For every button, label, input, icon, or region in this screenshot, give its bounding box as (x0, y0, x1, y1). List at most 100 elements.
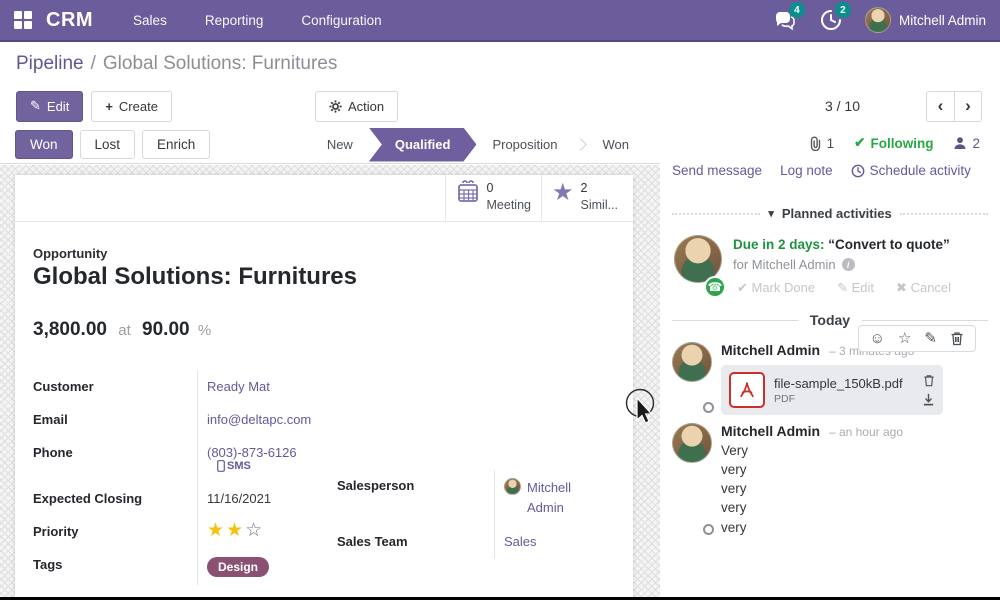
attachment-card[interactable]: file-sample_150kB.pdf PDF (721, 365, 943, 415)
mark-done-button[interactable]: ✔ Mark Done (737, 280, 816, 295)
pdf-file-icon (729, 372, 765, 408)
message-avatar-wrap (672, 342, 714, 415)
planned-activities-header[interactable]: ▾ Planned activities (660, 192, 1000, 225)
action-button[interactable]: Action (315, 90, 399, 122)
enrich-button[interactable]: Enrich (142, 130, 211, 159)
activity-edit-button[interactable]: ✎ Edit (837, 280, 875, 295)
gear-icon (329, 99, 342, 113)
delete-message-icon[interactable] (950, 331, 964, 346)
paperclip-icon (810, 136, 820, 151)
attachment-type: PDF (774, 392, 795, 405)
star-empty-icon[interactable]: ☆ (245, 520, 265, 541)
schedule-activity-button[interactable]: Schedule activity (851, 163, 971, 178)
phone-icon: ☎ (707, 280, 723, 294)
delete-attachment-icon[interactable] (923, 374, 935, 387)
salesperson-value[interactable]: Mitchell Admin (527, 480, 572, 516)
activity-avatar (674, 235, 722, 283)
meetings-count: 0 (486, 181, 494, 195)
app-name[interactable]: CRM (46, 8, 94, 31)
log-note-button[interactable]: Log note (780, 163, 833, 178)
record-sheet: 0 Meeting ★ 2 Simil... Opportunity Globa… (15, 175, 633, 600)
star-filled-icon[interactable]: ★ (226, 520, 246, 541)
message-item: Mitchell Admin – an hour ago Very very v… (660, 415, 1000, 537)
activity-due-line: Due in 2 days: “Convert to quote” (733, 237, 951, 252)
star-filled-icon[interactable]: ★ (207, 520, 227, 541)
activity-cancel-button[interactable]: ✖ Cancel (896, 280, 952, 295)
followers-button[interactable]: 2 (953, 136, 980, 151)
statusbar: Won Lost Enrich New Qualified Propositio… (0, 126, 660, 164)
add-reaction-icon[interactable]: ☺ (869, 330, 885, 347)
phone-label: Phone (33, 445, 73, 460)
probability-value: 90.00 (142, 319, 190, 340)
at-label: at (118, 322, 131, 339)
field-groups: Customer Ready Mat Email info@deltapc.co… (33, 371, 617, 585)
create-button[interactable]: + Create (91, 90, 172, 122)
email-label: Email (33, 412, 68, 427)
caret-down-icon: ▾ (768, 208, 774, 220)
won-button[interactable]: Won (15, 130, 73, 159)
activity-action-links: ✔ Mark Done ✎ Edit ✖ Cancel (733, 280, 951, 296)
activity-avatar-wrap: ☎ (674, 235, 726, 298)
breadcrumb-pipeline-link[interactable]: Pipeline (16, 53, 84, 74)
meetings-stat-button[interactable]: 0 Meeting (444, 175, 541, 221)
message-author[interactable]: Mitchell Admin (721, 423, 821, 439)
message-author[interactable]: Mitchell Admin (721, 342, 821, 358)
priority-stars: ★★☆ (197, 516, 325, 549)
stage-qualified[interactable]: Qualified (369, 128, 477, 162)
amount-value: 3,800.00 (33, 319, 107, 340)
stage-proposition[interactable]: Proposition (492, 137, 558, 152)
percent-sign: % (197, 322, 212, 339)
salesperson-label: Salesperson (337, 478, 415, 493)
today-label: Today (809, 312, 851, 328)
divider-line (672, 319, 798, 321)
menu-sales[interactable]: Sales (133, 12, 167, 28)
message-avatar (672, 423, 712, 463)
edit-message-icon[interactable]: ✎ (924, 330, 937, 347)
meetings-label: Meeting (486, 197, 531, 212)
tag-design[interactable]: Design (207, 557, 270, 577)
message-hover-toolbar: ☺ ☆ ✎ (857, 325, 976, 352)
lost-button[interactable]: Lost (79, 130, 136, 159)
info-icon: i (841, 258, 855, 271)
stage-won[interactable]: Won (602, 137, 630, 152)
call-activity-badge: ☎ (704, 276, 726, 298)
pager-previous-button[interactable]: ‹ (926, 90, 954, 122)
phone-value[interactable]: (803)-873-6126 (207, 445, 297, 460)
star-message-icon[interactable]: ☆ (897, 330, 912, 347)
download-attachment-icon[interactable] (922, 393, 935, 406)
record-type-label: Opportunity (33, 246, 108, 261)
right-field-group: Salesperson Mitchell Admin Sales Team Sa… (337, 470, 637, 560)
menu-configuration[interactable]: Configuration (301, 12, 382, 28)
sales-team-value[interactable]: Sales (504, 534, 537, 550)
priority-label: Priority (33, 524, 79, 539)
expected-revenue: 3,800.00 at 90.00 % (33, 319, 617, 341)
activity-summary: “Convert to quote” (828, 237, 950, 252)
menu-reporting[interactable]: Reporting (204, 12, 264, 28)
main-menu: Sales Reporting Configuration (133, 13, 382, 28)
chat-bubbles-icon (775, 12, 795, 31)
customer-value[interactable]: Ready Mat (207, 379, 270, 394)
messages-badge: 4 (788, 2, 805, 18)
left-field-group: Customer Ready Mat Email info@deltapc.co… (33, 371, 325, 585)
attachments-button[interactable]: 1 (808, 135, 835, 151)
screen-bottom-edge (0, 597, 1000, 600)
attachment-name[interactable]: file-sample_150kB.pdf (774, 375, 903, 391)
apps-grid-icon[interactable] (14, 11, 32, 29)
sms-button[interactable]: SMS (217, 460, 251, 472)
stage-new[interactable]: New (326, 137, 353, 152)
breadcrumb-current: Global Solutions: Furnitures (102, 53, 338, 74)
similar-leads-stat-button[interactable]: ★ 2 Simil... (541, 175, 633, 221)
user-menu[interactable]: Mitchell Admin (864, 7, 986, 33)
edit-button[interactable]: ✎ Edit (16, 90, 84, 122)
divider-line (862, 319, 989, 321)
following-button[interactable]: ✔ Following (854, 135, 934, 151)
pager-next-button[interactable]: › (954, 90, 982, 122)
activities-icon[interactable]: 2 (819, 2, 851, 32)
control-panel: ✎ Edit + Create Action 3 / 10 ‹ › (0, 86, 1000, 126)
email-value[interactable]: info@deltapc.com (207, 412, 312, 427)
send-message-button[interactable]: Send message (672, 163, 763, 178)
messages-icon[interactable]: 4 (773, 2, 805, 32)
activities-badge: 2 (834, 2, 851, 18)
user-name: Mitchell Admin (898, 12, 986, 28)
attachments-count: 1 (826, 135, 835, 151)
